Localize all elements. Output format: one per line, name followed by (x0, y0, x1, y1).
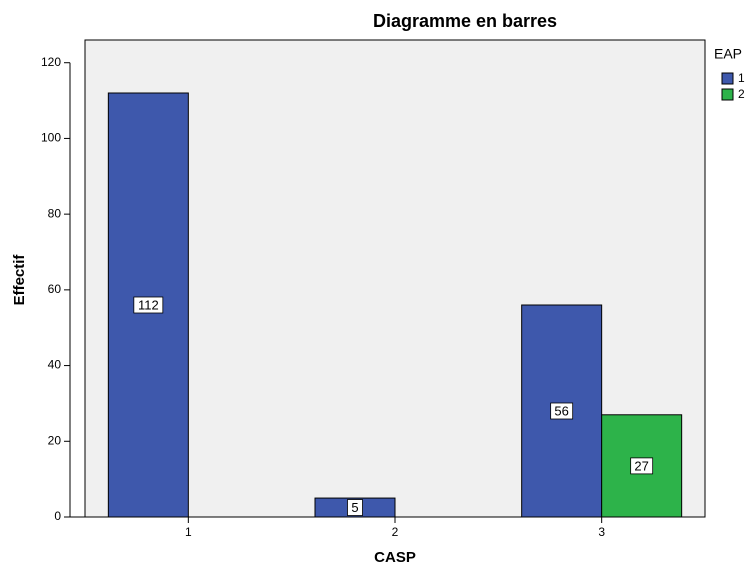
data-label: 5 (351, 500, 358, 515)
y-tick-label: 80 (48, 206, 62, 220)
y-tick-label: 60 (48, 282, 62, 296)
data-label: 112 (138, 297, 159, 312)
x-axis-title: CASP (374, 549, 416, 566)
data-label-box (630, 457, 654, 475)
y-tick-label: 40 (48, 358, 62, 372)
data-label-box (550, 402, 574, 420)
legend-label: 1 (738, 71, 745, 85)
x-tick-label: 1 (185, 525, 192, 539)
y-axis-title: Effectif (11, 254, 28, 306)
y-tick-label: 20 (48, 433, 62, 447)
legend-swatch (721, 72, 734, 85)
legend-label: 2 (738, 87, 745, 101)
y-tick-label: 0 (54, 509, 61, 523)
y-tick-label: 120 (41, 55, 61, 69)
legend-swatch (721, 88, 734, 101)
x-tick-label: 3 (598, 525, 605, 539)
data-label-box (133, 296, 164, 314)
data-label-box (347, 499, 363, 516)
x-tick-label: 2 (392, 525, 399, 539)
data-label: 27 (634, 458, 648, 473)
chart-title: Diagramme en barres (373, 11, 557, 31)
y-tick-label: 100 (41, 131, 61, 145)
legend-title: EAP (714, 46, 742, 62)
data-label: 56 (554, 403, 568, 418)
